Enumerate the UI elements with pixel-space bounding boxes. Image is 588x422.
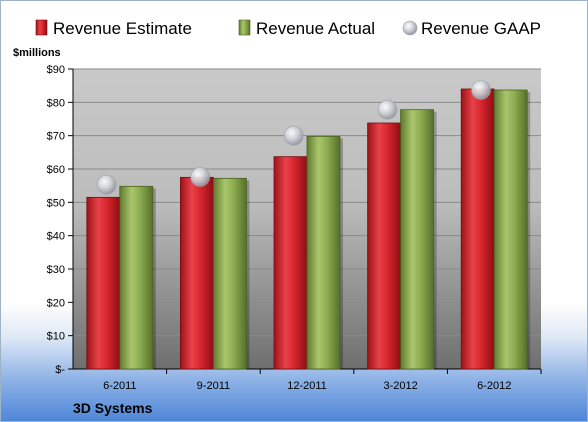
y-tick-label: $70	[47, 131, 65, 143]
x-tick-label: 12-2011	[287, 380, 327, 392]
x-tick-label: 9-2011	[197, 380, 230, 392]
legend-label: Revenue Actual	[256, 19, 375, 38]
legend-label: Revenue Estimate	[53, 19, 192, 38]
legend-swatch	[238, 19, 251, 36]
legend-label: Revenue GAAP	[421, 19, 541, 38]
actual-bar	[119, 185, 154, 370]
y-tick-label: $-	[55, 364, 65, 376]
gaap-markers	[96, 80, 491, 195]
axes: $- $10 $20 $30 $40 $50 $60 $70 $80 $90 6-2011 9-201…	[47, 64, 542, 392]
y-tick-label: $60	[47, 164, 65, 176]
company-name: 3D Systems	[73, 400, 153, 416]
actual-bar	[493, 89, 528, 370]
gaap-marker	[471, 80, 491, 100]
legend-swatch	[35, 19, 48, 36]
estimate-bar	[273, 156, 308, 370]
y-tick-label: $90	[47, 64, 65, 76]
actual-bar	[400, 109, 435, 370]
gaap-marker	[190, 167, 210, 187]
x-tick-label: 6-2011	[103, 380, 136, 392]
legend-swatch	[402, 20, 418, 36]
y-tick-label: $30	[47, 264, 65, 276]
gaap-marker	[96, 174, 117, 195]
estimate-bar	[86, 196, 121, 370]
y-tick-label: $20	[47, 297, 65, 309]
y-tick-label: $10	[47, 331, 65, 343]
gaap-marker	[377, 99, 398, 120]
actual-bar	[306, 135, 341, 370]
x-tick-label: 6-2012	[477, 380, 511, 392]
estimate-bar	[367, 122, 402, 370]
legend: Revenue Estimate Revenue Actual Revenue GA…	[35, 19, 541, 38]
y-tick-label: $40	[47, 231, 65, 243]
estimate-bar	[460, 88, 495, 370]
gaap-marker	[283, 125, 304, 146]
y-unit-label: $millions	[13, 47, 61, 59]
y-tick-label: $50	[47, 197, 65, 209]
estimate-bar	[179, 176, 214, 370]
y-tick-label: $80	[47, 97, 65, 109]
actual-bar	[212, 177, 247, 370]
x-tick-label: 3-2012	[383, 380, 417, 392]
